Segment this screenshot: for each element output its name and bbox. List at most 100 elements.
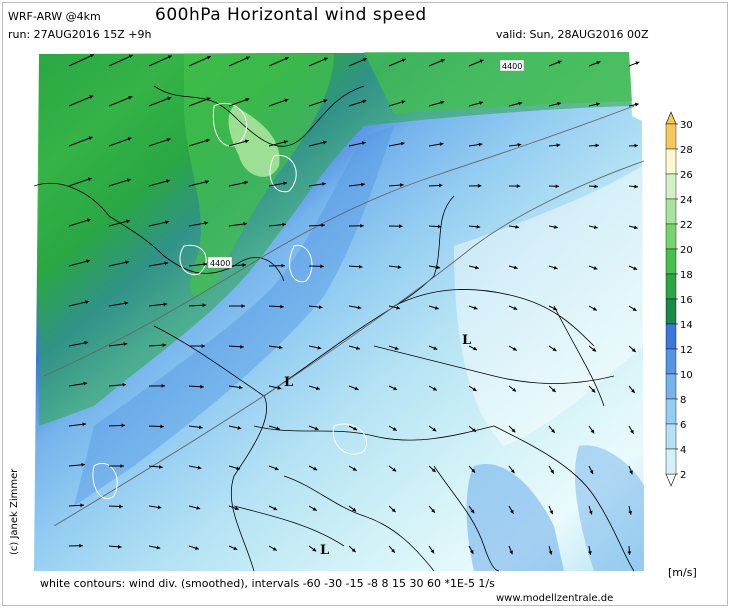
wind-arrow-head bbox=[557, 60, 562, 65]
wind-arrow-head bbox=[354, 386, 359, 391]
legend-color-segment bbox=[665, 323, 677, 350]
legend-tick-label: 26 bbox=[680, 170, 693, 181]
wind-arrow-head bbox=[401, 100, 406, 104]
wind-arrow-head bbox=[634, 184, 638, 189]
wind-arrow-shaft bbox=[108, 96, 133, 107]
wind-arrow-head bbox=[438, 183, 443, 188]
wind-arrow-head bbox=[631, 348, 636, 352]
isohypse-label-box: 4400 bbox=[207, 256, 233, 269]
legend-tick-label: 18 bbox=[680, 270, 693, 281]
legend-tick-label: 4 bbox=[680, 445, 686, 456]
wind-arrow-head bbox=[204, 221, 209, 226]
wind-arrow-head bbox=[120, 464, 124, 468]
wind-arrow-head bbox=[318, 305, 323, 310]
low-pressure-label: L bbox=[320, 543, 329, 558]
legend-tick-label: 8 bbox=[680, 395, 686, 406]
wind-arrow-head bbox=[356, 346, 360, 350]
legend-color-segment bbox=[665, 373, 677, 400]
legend-color-segment bbox=[665, 248, 677, 275]
wind-arrow-shaft bbox=[188, 55, 212, 67]
border-alps bbox=[253, 425, 495, 441]
wind-arrow-head bbox=[127, 137, 132, 141]
wind-arrow-head bbox=[80, 503, 84, 508]
legend-color-segment bbox=[665, 173, 677, 200]
wind-arrow-head bbox=[590, 429, 595, 434]
wind-arrow-head bbox=[592, 347, 597, 352]
wind-arrow-head bbox=[322, 140, 327, 145]
legend-tick-label: 16 bbox=[680, 295, 693, 306]
wind-arrow-head bbox=[164, 261, 169, 266]
wind-arrow-head bbox=[353, 426, 358, 431]
wind-arrow-head bbox=[433, 346, 438, 350]
wind-arrow-head bbox=[283, 140, 288, 144]
wind-arrow-head bbox=[400, 183, 404, 187]
wind-arrow-head bbox=[242, 263, 247, 267]
wind-arrow-head bbox=[205, 180, 209, 184]
jet-peak bbox=[228, 106, 280, 177]
wind-arrow-head bbox=[234, 506, 239, 511]
wind-arrow-head bbox=[280, 304, 284, 309]
wind-arrow-shaft bbox=[108, 178, 131, 187]
jet-band bbox=[39, 52, 632, 426]
wind-arrow-head bbox=[278, 345, 283, 350]
wind-arrow-shaft bbox=[148, 179, 171, 187]
wind-arrow-shaft bbox=[228, 56, 251, 67]
wind-arrow-head bbox=[244, 139, 249, 144]
wind-arrow-head bbox=[515, 225, 520, 229]
wind-arrow-head bbox=[83, 381, 88, 386]
coastline-north bbox=[34, 182, 285, 282]
wind-arrow-head bbox=[167, 55, 172, 59]
wind-arrow-head bbox=[549, 510, 553, 515]
legend-tick-label: 6 bbox=[680, 420, 686, 431]
wind-arrow-head bbox=[86, 259, 91, 264]
wind-arrow-shaft bbox=[68, 259, 91, 267]
wind-arrow-head bbox=[274, 466, 279, 471]
southeast-wind-patch bbox=[574, 445, 644, 571]
wind-arrow-head bbox=[401, 58, 406, 63]
wind-arrow-head bbox=[201, 344, 206, 348]
wind-arrow-head bbox=[126, 219, 131, 224]
wind-arrow-head bbox=[397, 265, 402, 270]
wind-arrow-shaft bbox=[68, 54, 95, 67]
wind-arrow-shaft bbox=[68, 177, 92, 187]
wind-arrow-head bbox=[588, 510, 593, 515]
wind-arrow-head bbox=[632, 307, 637, 311]
wind-arrow-head bbox=[238, 385, 243, 390]
wind-arrow-head bbox=[282, 222, 286, 227]
wind-arrow-shaft bbox=[108, 219, 131, 227]
blue-band bbox=[74, 126, 394, 506]
wind-arrow-head bbox=[555, 184, 560, 189]
isohypse-line bbox=[53, 160, 645, 527]
wind-arrow-head bbox=[362, 99, 367, 104]
wind-arrow-head bbox=[629, 470, 633, 475]
wind-arrow-head bbox=[391, 548, 395, 553]
wind-arrow-head bbox=[479, 59, 484, 64]
borders-layer bbox=[34, 85, 635, 572]
copyright-label: (c) Janek Zimmer bbox=[9, 468, 20, 555]
valid-time-label: valid: Sun, 28AUG2016 00Z bbox=[496, 28, 649, 41]
wind-arrow-head bbox=[81, 462, 86, 467]
wind-arrow-head bbox=[627, 551, 632, 555]
wind-arrow-shaft bbox=[188, 97, 211, 107]
wind-arrow-head bbox=[89, 54, 94, 58]
wind-arrow-head bbox=[128, 54, 133, 59]
wind-arrow-head bbox=[510, 469, 515, 474]
wind-arrow-head bbox=[473, 306, 478, 310]
wind-arrow-head bbox=[273, 506, 278, 511]
wind-arrow-head bbox=[203, 262, 208, 267]
wind-arrow-head bbox=[596, 102, 600, 107]
wind-arrow-head bbox=[88, 136, 93, 141]
wind-arrow-head bbox=[313, 466, 318, 471]
legend-unit-label: [m/s] bbox=[668, 566, 697, 579]
wind-arrow-head bbox=[284, 98, 289, 103]
wind-arrow-head bbox=[198, 425, 203, 430]
coastline-adriatic bbox=[433, 465, 500, 572]
wind-arrow-head bbox=[513, 265, 518, 270]
wind-arrow-head bbox=[392, 427, 397, 431]
website-link[interactable]: www.modellzentrale.de bbox=[496, 593, 614, 604]
legend-tick-label: 22 bbox=[680, 220, 693, 231]
wind-arrow-head bbox=[281, 263, 285, 268]
wind-arrow-shaft bbox=[148, 138, 171, 147]
wind-arrow-head bbox=[357, 305, 362, 310]
wind-arrow-head bbox=[593, 225, 598, 230]
